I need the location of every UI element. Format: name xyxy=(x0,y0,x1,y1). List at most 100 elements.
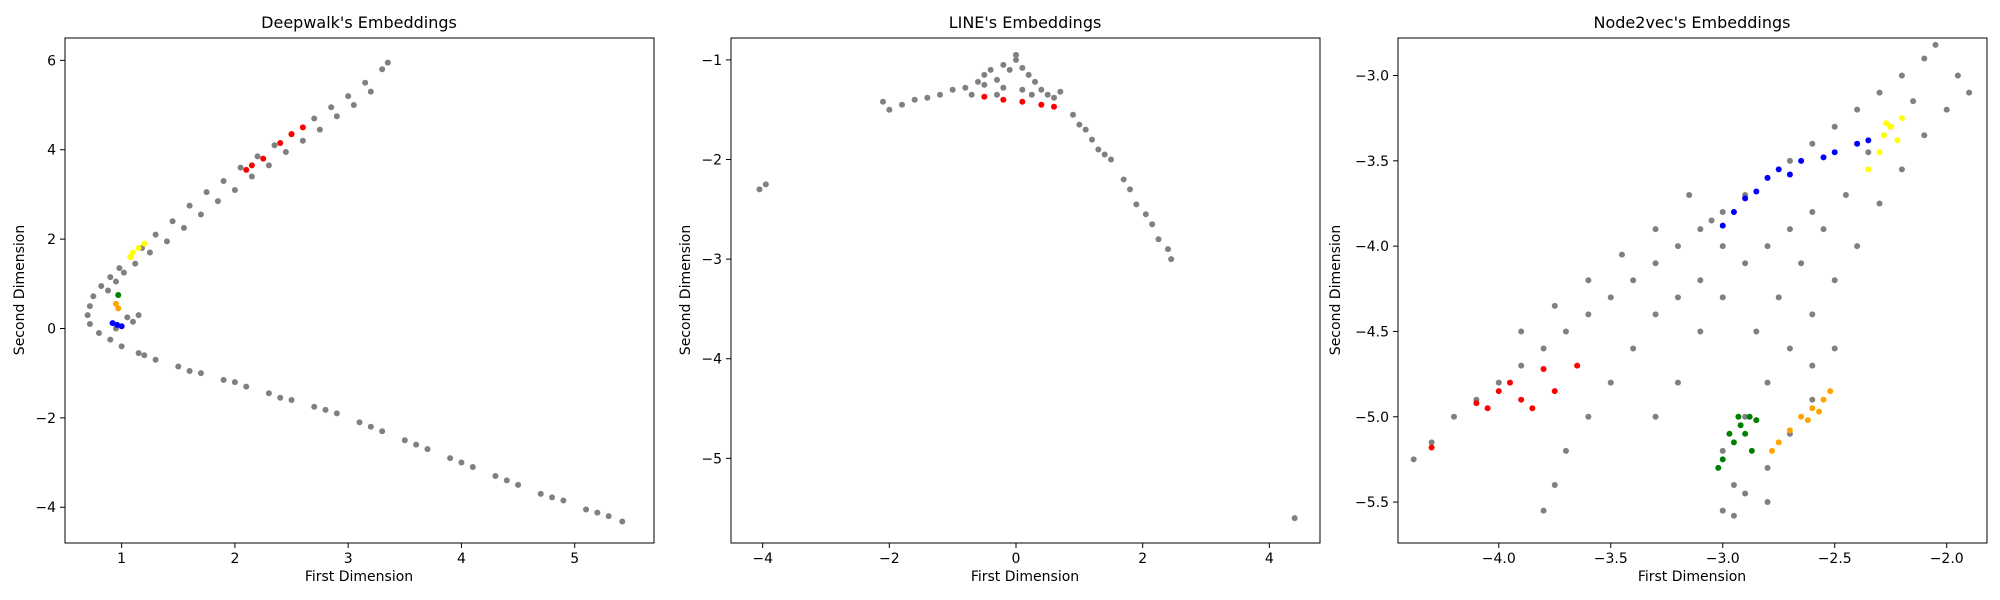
scatter-point xyxy=(1816,408,1823,415)
scatter-point xyxy=(1013,56,1019,63)
scatter-point xyxy=(1630,277,1637,284)
scatter-point xyxy=(1674,243,1681,250)
scatter-point xyxy=(1495,379,1502,386)
scatter-series xyxy=(109,320,125,330)
plot-area xyxy=(1397,37,1988,544)
x-tick-label: 1 xyxy=(117,551,126,567)
scatter-point xyxy=(968,91,975,98)
scatter-point xyxy=(135,245,142,252)
scatter-point xyxy=(937,91,943,98)
scatter-point xyxy=(1697,277,1704,284)
scatter-point xyxy=(135,312,142,319)
scatter-point xyxy=(1820,154,1827,161)
scatter-point xyxy=(1880,132,1887,139)
scatter-series xyxy=(115,291,122,298)
y-tick-label: −2 xyxy=(35,411,56,427)
x-axis-label: First Dimension xyxy=(971,569,1079,585)
scatter-point xyxy=(1883,120,1890,127)
scatter-point xyxy=(328,104,335,111)
scatter-point xyxy=(265,162,272,169)
x-tick-label: −4.0 xyxy=(1482,551,1516,567)
scatter-point xyxy=(1719,447,1726,454)
scatter-point xyxy=(401,437,408,444)
x-axis-label: First Dimension xyxy=(305,569,413,585)
scatter-point xyxy=(277,394,284,401)
scatter-series xyxy=(981,93,1057,110)
scatter-point xyxy=(248,173,255,180)
scatter-point xyxy=(1291,515,1298,522)
scatter-point xyxy=(1410,456,1417,463)
scatter-point xyxy=(594,509,601,516)
scatter-point xyxy=(911,96,918,103)
scatter-point xyxy=(1518,328,1525,335)
scatter-series xyxy=(1865,115,1905,173)
scatter-point xyxy=(899,101,905,108)
scatter-point xyxy=(1607,379,1614,386)
scatter-point xyxy=(1820,226,1827,233)
scatter-point xyxy=(1966,89,1973,96)
scatter-point xyxy=(1921,55,1928,62)
plot-area xyxy=(64,37,655,544)
scatter-point xyxy=(987,66,994,73)
chart-title: LINE's Embeddings xyxy=(949,13,1102,32)
scatter-point xyxy=(1428,444,1435,451)
scatter-point xyxy=(1540,365,1547,372)
scatter-point xyxy=(1630,345,1637,352)
y-axis-label: Second Dimension xyxy=(1328,225,1344,355)
scatter-point xyxy=(1051,103,1057,110)
scatter-point xyxy=(1753,328,1760,335)
scatter-point xyxy=(1786,157,1793,164)
scatter-point xyxy=(1127,186,1133,193)
scatter-point xyxy=(1898,115,1905,122)
y-tick-label: −3.0 xyxy=(1355,69,1389,85)
scatter-point xyxy=(880,98,886,105)
scatter-point xyxy=(1820,396,1827,403)
scatter-point xyxy=(1954,72,1961,79)
scatter-point xyxy=(1070,111,1076,118)
scatter-point xyxy=(379,428,386,435)
scatter-point xyxy=(1831,345,1838,352)
scatter-point xyxy=(1076,121,1083,128)
tick-layer: −4.0 −3.5 −3.0 −2.5 −2.0 −5.5 −5.0 −4.5 −4.0 −3.5… xyxy=(1355,69,1964,567)
scatter-point xyxy=(619,518,626,525)
y-axis-label: Second Dimension xyxy=(12,225,28,355)
y-tick-label: 6 xyxy=(47,53,56,69)
scatter-series xyxy=(1715,413,1760,471)
scatter-series xyxy=(1428,362,1581,451)
scatter-point xyxy=(1540,507,1547,514)
scatter-point xyxy=(1607,294,1614,301)
scatter-point xyxy=(86,321,93,328)
scatter-point xyxy=(118,323,125,330)
scatter-point xyxy=(367,88,374,95)
scatter-point xyxy=(1057,88,1064,95)
scatter-point xyxy=(1585,311,1592,318)
x-tick-label: 3 xyxy=(344,551,353,567)
scatter-point xyxy=(109,320,116,327)
scatter-point xyxy=(1737,422,1744,429)
scatter-point xyxy=(492,472,499,479)
chart-panel-line: LINE's Embeddings −4 −2 0 2 4 −5 −4 −3 −2 −1 Firs… xyxy=(678,13,1321,585)
y-tick-label: −5.0 xyxy=(1355,410,1389,426)
scatter-point xyxy=(350,102,357,109)
scatter-point xyxy=(756,186,763,193)
y-tick-label: −5.5 xyxy=(1355,495,1389,511)
scatter-point xyxy=(1775,439,1782,446)
scatter-point xyxy=(1746,413,1753,420)
scatter-point xyxy=(605,513,612,520)
plot-area xyxy=(730,37,1321,544)
scatter-point xyxy=(1495,388,1502,395)
scatter-point xyxy=(1551,388,1558,395)
scatter-point xyxy=(1574,362,1581,369)
scatter-point xyxy=(1831,123,1838,130)
scatter-point xyxy=(1044,91,1051,98)
chart-panel-node2vec: Node2vec's Embeddings −4.0 −3.5 −3.0 −2.5 −2… xyxy=(1328,13,1988,585)
scatter-point xyxy=(120,269,127,276)
scatter-point xyxy=(1697,328,1704,335)
y-tick-label: −2 xyxy=(701,153,722,169)
scatter-series xyxy=(112,300,122,312)
scatter-point xyxy=(1051,94,1057,101)
scatter-point xyxy=(254,153,261,160)
scatter-point xyxy=(762,181,769,188)
scatter-point xyxy=(1652,226,1659,233)
x-tick-label: −2.0 xyxy=(1930,551,1964,567)
